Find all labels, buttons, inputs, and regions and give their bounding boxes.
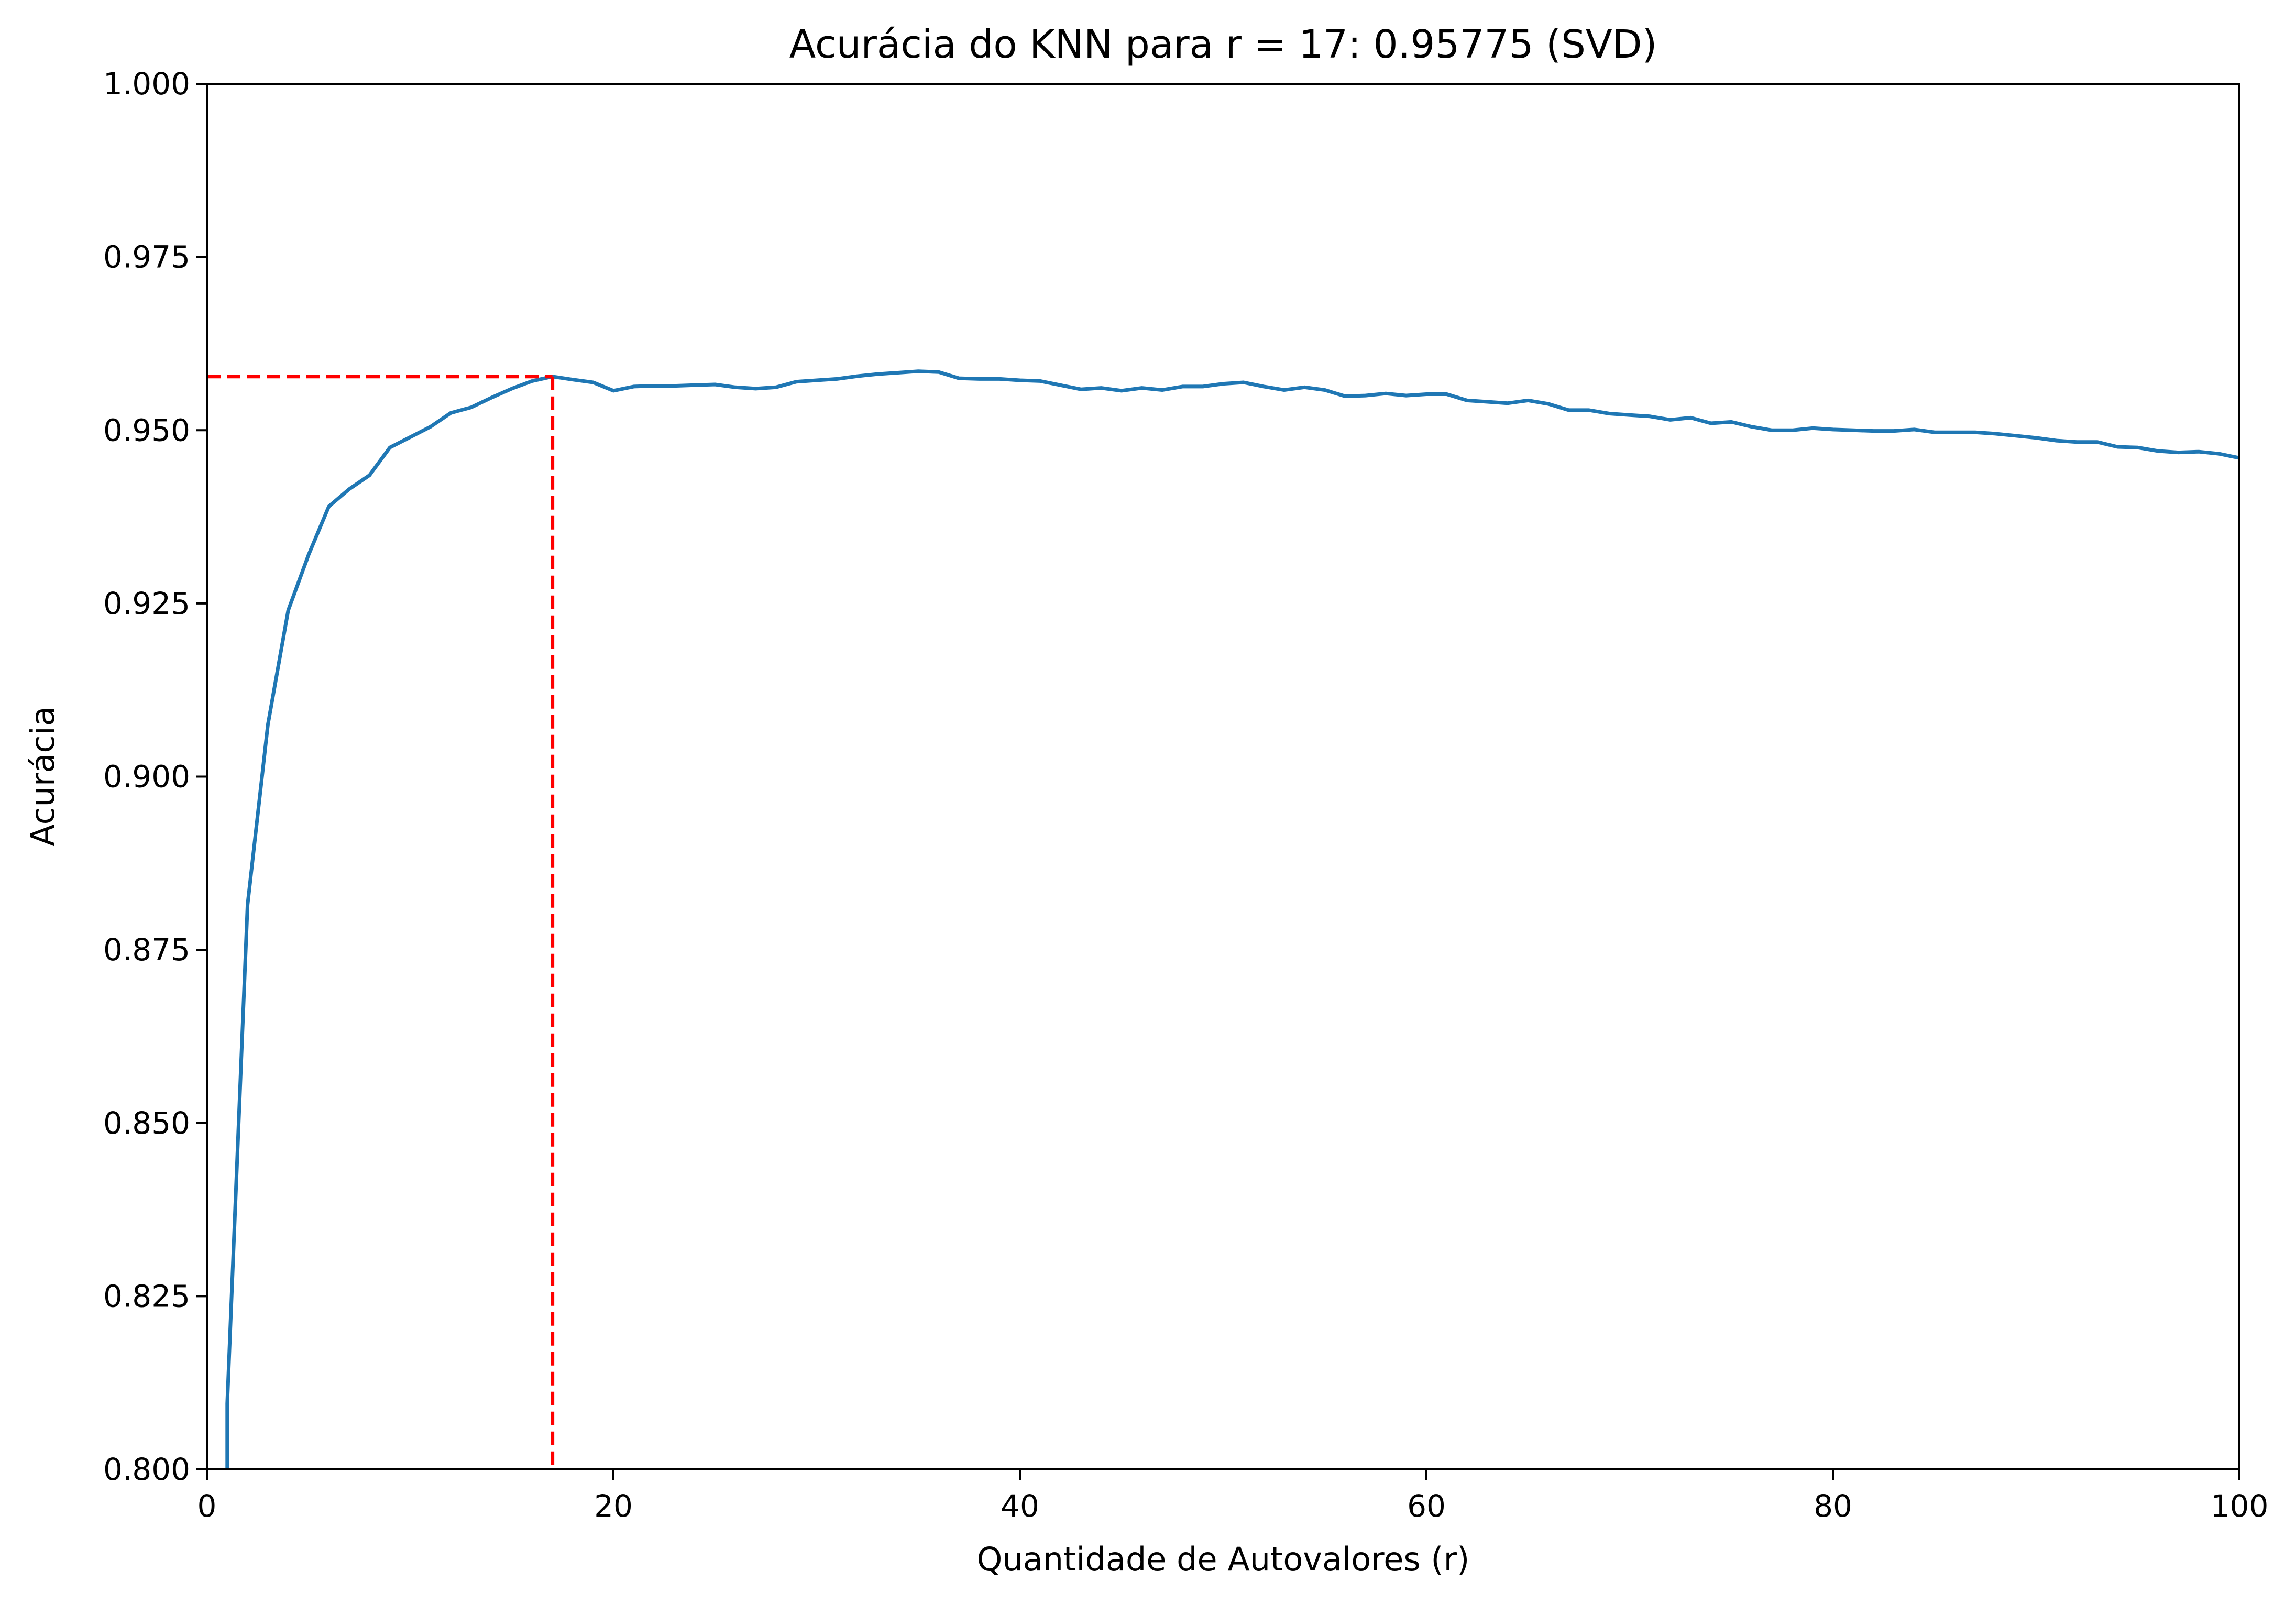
y-axis-ticks: 0.800 0.825 0.850 0.875 0.900 0.925 0.950 0.975… — [103, 66, 207, 1487]
x-tick-label: 80 — [1814, 1488, 1852, 1524]
x-tick-label: 20 — [594, 1488, 633, 1524]
y-tick-label: 0.950 — [103, 412, 190, 448]
y-axis-label: Acurácia — [24, 706, 62, 847]
x-axis-ticks: 0 20 40 60 80 100 — [197, 1469, 2269, 1524]
highlight-layer — [207, 375, 555, 1469]
x-axis-label: Quantidade de Autovalores (r) — [977, 1540, 1470, 1578]
y-tick-label: 0.850 — [103, 1105, 190, 1141]
x-tick-label: 100 — [2211, 1488, 2269, 1524]
y-tick-label: 0.825 — [103, 1278, 190, 1314]
x-tick-label: 0 — [197, 1488, 217, 1524]
x-tick-label: 40 — [1001, 1488, 1039, 1524]
y-tick-label: 0.900 — [103, 759, 190, 795]
chart-title: Acurácia do KNN para r = 17: 0.95775 (SV… — [789, 22, 1657, 67]
y-tick-label: 0.875 — [103, 932, 190, 968]
y-tick-label: 0.800 — [103, 1452, 190, 1487]
x-tick-label: 60 — [1407, 1488, 1446, 1524]
y-tick-label: 0.925 — [103, 586, 190, 621]
y-tick-label: 0.975 — [103, 239, 190, 275]
plot-background — [207, 84, 2239, 1469]
y-tick-label: 1.000 — [103, 66, 190, 102]
